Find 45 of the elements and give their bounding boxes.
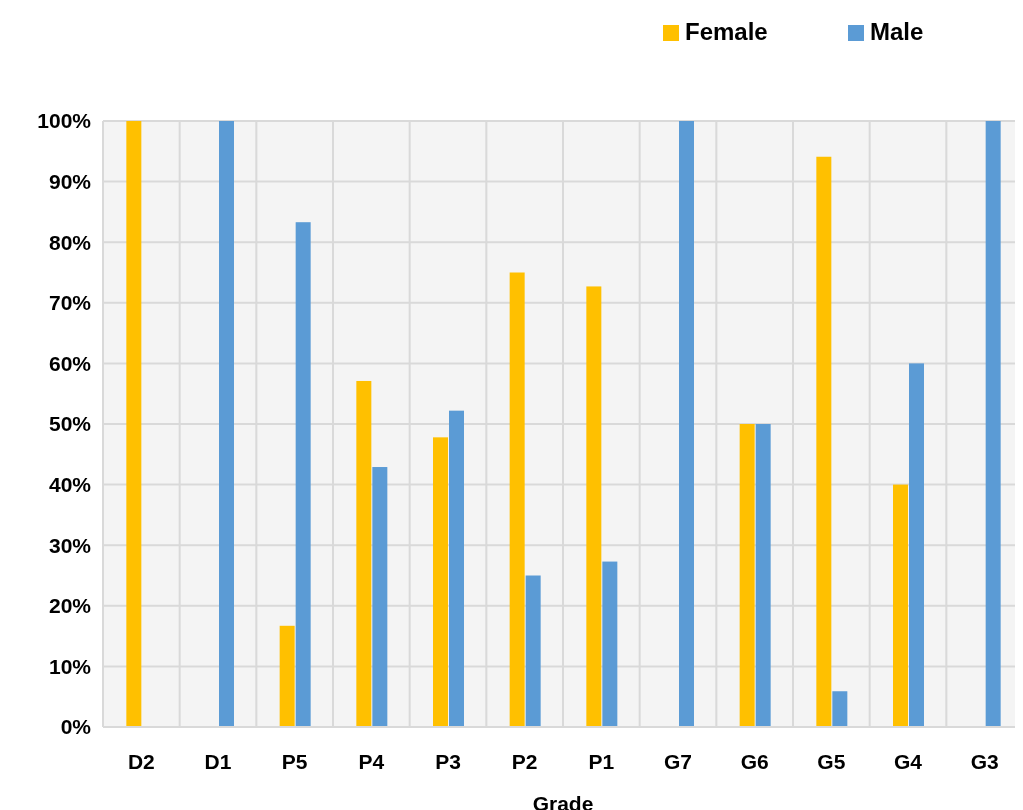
y-tick-label: 80% xyxy=(48,230,92,254)
y-tick-label: 20% xyxy=(48,594,92,618)
bar xyxy=(509,272,525,727)
x-tick-label: P2 xyxy=(511,750,538,773)
bar xyxy=(525,575,541,727)
bar xyxy=(449,410,464,727)
bar xyxy=(126,121,142,727)
bar xyxy=(985,121,1001,727)
x-tick-label: D1 xyxy=(204,750,232,773)
x-tick-label: G6 xyxy=(740,750,769,773)
legend-label: Female xyxy=(685,18,768,45)
bar xyxy=(893,484,908,727)
y-tick-label: 70% xyxy=(48,291,92,315)
bar xyxy=(755,424,771,727)
y-tick-label: 100% xyxy=(37,109,92,133)
x-tick-label: D2 xyxy=(127,750,155,773)
x-tick-label: G3 xyxy=(970,750,999,773)
bar xyxy=(816,156,832,727)
bar xyxy=(295,222,311,727)
bar xyxy=(219,121,234,727)
x-tick-label: P5 xyxy=(281,750,308,773)
bar xyxy=(832,691,848,727)
bar xyxy=(372,467,388,727)
x-tick-label: G7 xyxy=(663,750,693,773)
x-tick-label: G4 xyxy=(893,750,923,773)
x-tick-label: P1 xyxy=(588,750,615,773)
y-tick-label: 10% xyxy=(48,654,92,678)
bar xyxy=(909,363,924,727)
x-tick-label: G5 xyxy=(817,750,846,773)
bar xyxy=(356,380,372,727)
x-tick-label: P3 xyxy=(435,750,461,773)
bar xyxy=(586,286,602,727)
bar xyxy=(602,561,618,727)
y-tick-label: 30% xyxy=(48,533,92,557)
bar xyxy=(679,121,694,727)
y-tick-label: 90% xyxy=(48,169,92,193)
legend-label: Male xyxy=(870,18,924,45)
bar xyxy=(739,424,755,727)
y-tick-label: 60% xyxy=(48,351,92,375)
bar xyxy=(279,625,295,727)
y-tick-label: 0% xyxy=(60,715,92,739)
x-tick-label: P4 xyxy=(358,750,385,773)
y-tick-label: 40% xyxy=(48,472,92,496)
y-tick-label: 50% xyxy=(48,412,92,436)
bar xyxy=(433,437,448,727)
